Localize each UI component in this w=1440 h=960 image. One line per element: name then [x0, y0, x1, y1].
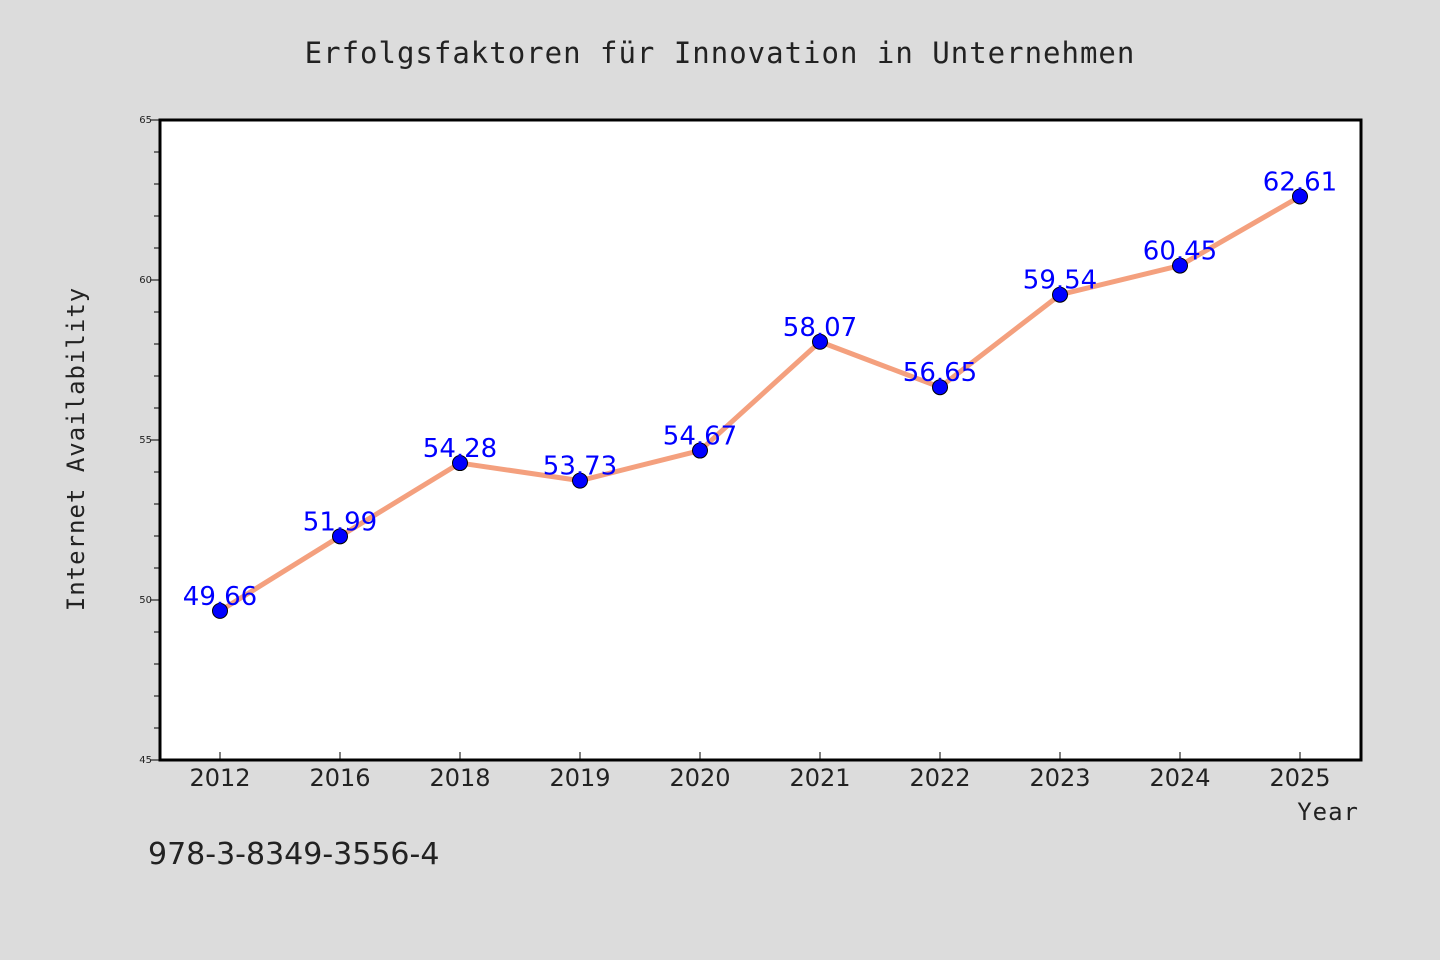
data-label: 54.28 — [423, 434, 497, 464]
chart-title: Erfolgsfaktoren für Innovation in Untern… — [305, 36, 1136, 70]
x-axis-label: Year — [1297, 798, 1359, 826]
data-label: 62.61 — [1263, 167, 1337, 197]
isbn-text: 978-3-8349-3556-4 — [148, 837, 439, 872]
data-point — [572, 472, 588, 489]
series-line — [217, 193, 1303, 614]
x-tick-label: 2012 — [189, 764, 250, 792]
y-axis-label: Internet Availability — [62, 287, 90, 611]
data-label: 49.66 — [183, 582, 257, 612]
x-tick-label: 2021 — [789, 764, 850, 792]
data-point — [332, 528, 348, 545]
x-tick-label: 2025 — [1269, 764, 1330, 792]
y-tick-label: 60 — [139, 275, 152, 286]
y-tick-label: 45 — [139, 755, 152, 766]
series-layer: 49.66 51.99 54.28 53.73 54.67 58.07 56.65 59.54… — [183, 167, 1337, 619]
x-axis: 2012 2016 2018 2019 2020 2021 2022 2023 2024 2025 — [189, 752, 1331, 792]
data-point — [1172, 257, 1188, 274]
data-point — [212, 602, 228, 619]
data-label: 51.99 — [303, 507, 377, 537]
data-label: 53.73 — [543, 452, 617, 482]
data-point — [1052, 286, 1068, 303]
plot-area — [158, 118, 1363, 762]
x-tick-label: 2024 — [1149, 764, 1210, 792]
x-tick-label: 2022 — [909, 764, 970, 792]
data-point — [452, 455, 468, 472]
data-point — [1292, 188, 1308, 205]
y-tick-label: 55 — [139, 435, 152, 446]
x-tick-label: 2023 — [1029, 764, 1090, 792]
data-point — [812, 333, 828, 350]
data-label: 56.65 — [903, 358, 977, 388]
data-label: 59.54 — [1023, 266, 1097, 296]
data-label: 60.45 — [1143, 237, 1217, 267]
y-axis: 45 50 55 60 65 — [139, 115, 160, 766]
x-tick-label: 2016 — [309, 764, 370, 792]
data-label: 54.67 — [663, 422, 737, 452]
y-tick-label: 50 — [139, 595, 152, 606]
x-tick-label: 2019 — [549, 764, 610, 792]
y-tick-label: 65 — [139, 115, 152, 126]
data-label: 58.07 — [783, 313, 857, 343]
data-point — [692, 442, 708, 459]
data-point — [932, 379, 948, 396]
x-tick-label: 2020 — [669, 764, 730, 792]
x-tick-label: 2018 — [429, 764, 490, 792]
